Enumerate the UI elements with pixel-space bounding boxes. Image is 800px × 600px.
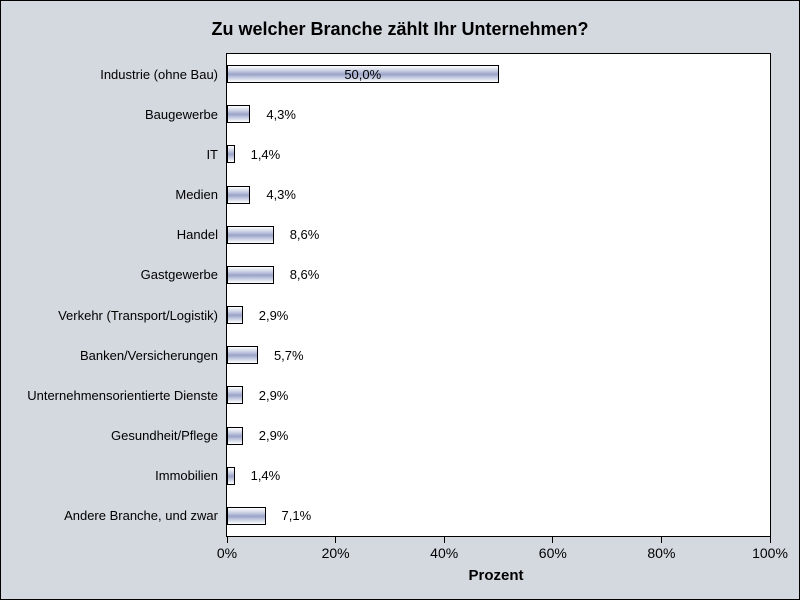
x-tick-label: 40%	[430, 545, 458, 561]
chart-title: Zu welcher Branche zählt Ihr Unternehmen…	[1, 19, 799, 40]
bar	[227, 346, 258, 364]
bar-value-label: 5,7%	[274, 348, 304, 363]
bar	[227, 427, 243, 445]
category-label: Andere Branche, und zwar	[64, 508, 218, 523]
bar	[227, 186, 250, 204]
category-label: Handel	[177, 227, 218, 242]
bar-value-label: 4,3%	[266, 107, 296, 122]
bar-value-label: 50,0%	[344, 67, 381, 82]
category-label: Gesundheit/Pflege	[111, 428, 218, 443]
bar-value-label: 4,3%	[266, 187, 296, 202]
bar	[227, 306, 243, 324]
category-label: Verkehr (Transport/Logistik)	[58, 308, 218, 323]
bar-value-label: 2,9%	[259, 428, 289, 443]
category-label: Medien	[175, 187, 218, 202]
bar-value-label: 2,9%	[259, 308, 289, 323]
plot-area	[226, 53, 771, 537]
bar-value-label: 8,6%	[290, 227, 320, 242]
bar-value-label: 7,1%	[282, 508, 312, 523]
x-tick	[552, 537, 553, 543]
x-tick	[770, 537, 771, 543]
x-tick-label: 20%	[322, 545, 350, 561]
bar-value-label: 1,4%	[251, 468, 281, 483]
bar	[227, 145, 235, 163]
x-tick-label: 100%	[752, 545, 788, 561]
category-label: Banken/Versicherungen	[80, 348, 218, 363]
category-label: Baugewerbe	[145, 107, 218, 122]
category-label: IT	[206, 147, 218, 162]
bar	[227, 266, 274, 284]
bar-value-label: 2,9%	[259, 388, 289, 403]
x-tick	[661, 537, 662, 543]
bar-value-label: 8,6%	[290, 267, 320, 282]
bar	[227, 386, 243, 404]
bar	[227, 467, 235, 485]
x-axis-label: Prozent	[469, 567, 524, 584]
x-tick	[444, 537, 445, 543]
category-label: Gastgewerbe	[141, 267, 218, 282]
x-tick	[227, 537, 228, 543]
bar	[227, 226, 274, 244]
bar-value-label: 1,4%	[251, 147, 281, 162]
category-label: Unternehmensorientierte Dienste	[27, 388, 218, 403]
chart-container: Zu welcher Branche zählt Ihr Unternehmen…	[0, 0, 800, 600]
x-tick	[335, 537, 336, 543]
x-tick-label: 80%	[647, 545, 675, 561]
bar	[227, 105, 250, 123]
x-tick-label: 60%	[539, 545, 567, 561]
x-tick-label: 0%	[217, 545, 237, 561]
category-label: Immobilien	[155, 468, 218, 483]
bar	[227, 507, 266, 525]
category-label: Industrie (ohne Bau)	[100, 67, 218, 82]
